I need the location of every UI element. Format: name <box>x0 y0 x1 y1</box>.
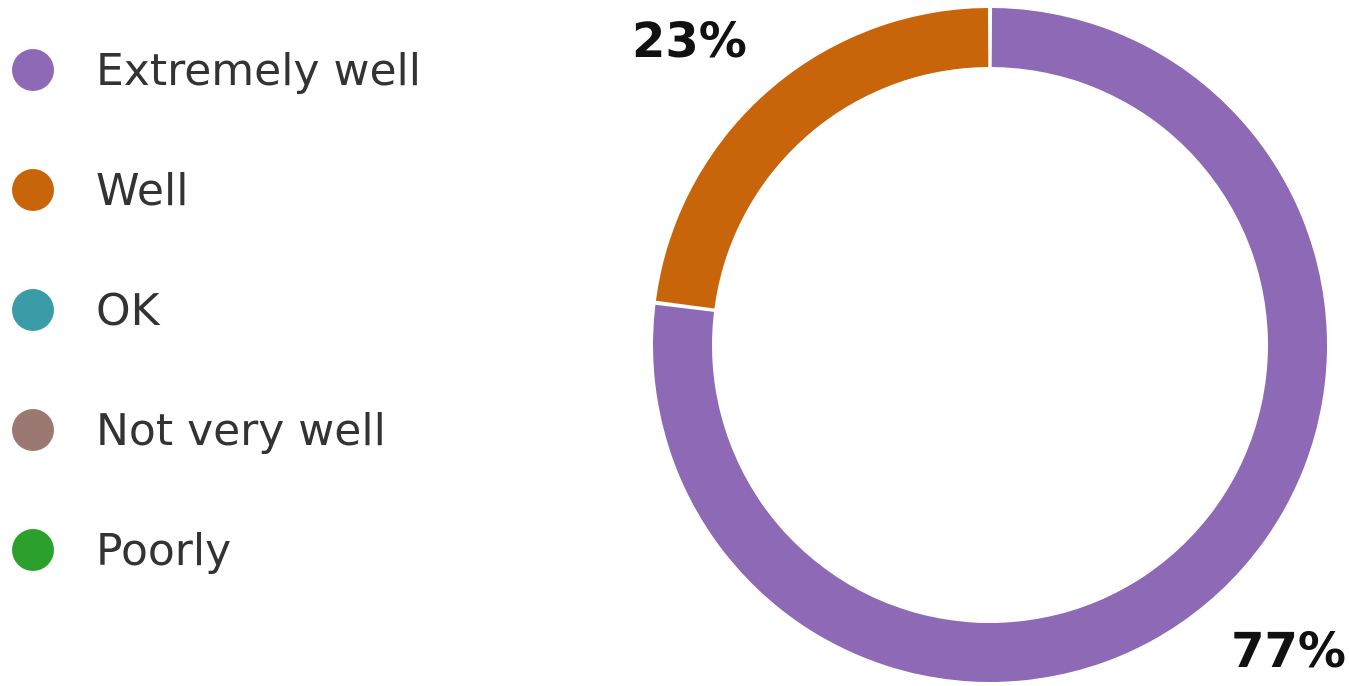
legend-swatch <box>12 409 54 451</box>
legend-swatch <box>12 49 54 91</box>
donut-slice[interactable] <box>655 8 989 309</box>
legend-label: OK <box>96 284 160 336</box>
legend-label: Not very well <box>96 404 386 456</box>
legend-item[interactable]: Not very well <box>12 370 421 490</box>
legend-item[interactable]: OK <box>12 250 421 370</box>
legend-label: Poorly <box>96 524 232 576</box>
legend-swatch <box>12 289 54 331</box>
legend: Extremely well Well OK Not very well Poorly <box>12 10 421 610</box>
legend-item[interactable]: Extremely well <box>12 10 421 130</box>
legend-swatch <box>12 169 54 211</box>
legend-item[interactable]: Well <box>12 130 421 250</box>
legend-swatch <box>12 529 54 571</box>
legend-label: Well <box>96 164 189 216</box>
slice-data-label: 77% <box>1231 623 1346 679</box>
slice-data-label: 23% <box>632 13 747 69</box>
legend-label: Extremely well <box>96 44 421 96</box>
legend-item[interactable]: Poorly <box>12 490 421 610</box>
